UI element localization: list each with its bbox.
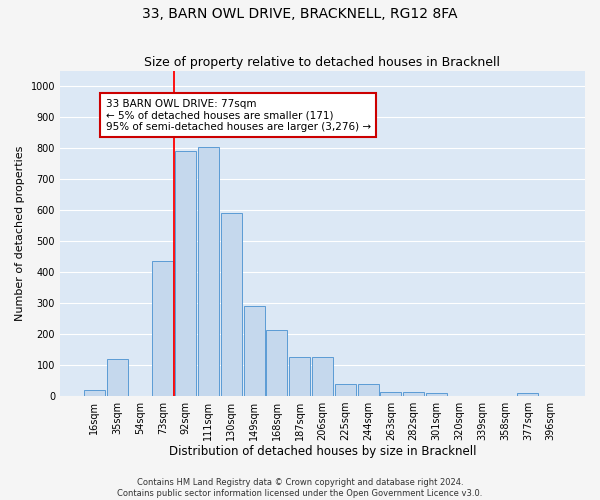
Bar xyxy=(152,261,173,396)
Bar xyxy=(403,392,424,396)
Bar xyxy=(312,357,333,396)
Bar xyxy=(175,151,196,396)
Y-axis label: Number of detached properties: Number of detached properties xyxy=(15,146,25,321)
Bar xyxy=(335,384,356,396)
Text: 33, BARN OWL DRIVE, BRACKNELL, RG12 8FA: 33, BARN OWL DRIVE, BRACKNELL, RG12 8FA xyxy=(142,8,458,22)
Bar xyxy=(426,394,447,396)
Bar xyxy=(107,359,128,396)
Title: Size of property relative to detached houses in Bracknell: Size of property relative to detached ho… xyxy=(145,56,500,70)
X-axis label: Distribution of detached houses by size in Bracknell: Distribution of detached houses by size … xyxy=(169,444,476,458)
Bar xyxy=(380,392,401,396)
Bar xyxy=(358,384,379,396)
Bar xyxy=(244,306,265,396)
Text: Contains HM Land Registry data © Crown copyright and database right 2024.
Contai: Contains HM Land Registry data © Crown c… xyxy=(118,478,482,498)
Bar xyxy=(198,146,219,396)
Bar xyxy=(221,213,242,396)
Bar xyxy=(289,357,310,396)
Bar xyxy=(517,394,538,396)
Bar xyxy=(84,390,105,396)
Bar xyxy=(266,330,287,396)
Text: 33 BARN OWL DRIVE: 77sqm
← 5% of detached houses are smaller (171)
95% of semi-d: 33 BARN OWL DRIVE: 77sqm ← 5% of detache… xyxy=(106,98,371,132)
